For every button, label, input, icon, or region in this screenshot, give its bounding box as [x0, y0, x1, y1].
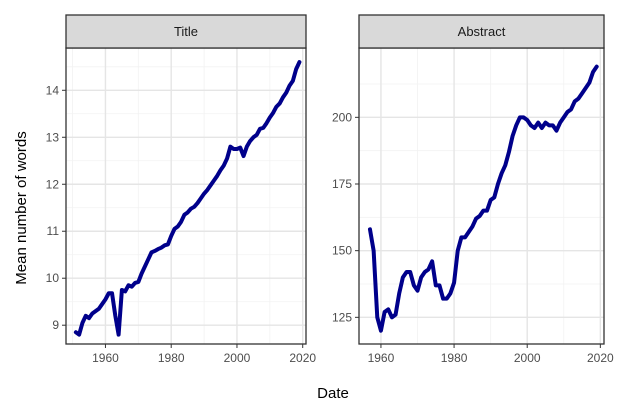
x-axis-title: Date: [317, 385, 349, 402]
y-tick-label: 125: [332, 310, 352, 324]
gridlines: [359, 48, 604, 344]
x-tick-label: 1960: [92, 351, 119, 365]
panel-title-text: Title: [174, 24, 198, 39]
y-tick-label: 9: [52, 318, 59, 332]
panel-background: [359, 48, 604, 344]
axis-ticks: 1960 1980 2000 2020 125 150 175 200: [332, 110, 614, 365]
y-axis-title: Mean number of words: [13, 131, 30, 284]
strip-background: [358, 14, 605, 49]
panel-title-text: Abstract: [458, 24, 506, 39]
x-tick-label: 1980: [158, 351, 185, 365]
y-tick-label: 11: [47, 224, 60, 238]
series-line: [73, 60, 302, 337]
y-tick-label: 175: [332, 177, 352, 191]
y-tick-label: 10: [46, 271, 60, 285]
axis-ticks: 1960 1980 2000 2020 9 10 11 12 13 14: [46, 83, 317, 365]
gridlines: [66, 48, 306, 344]
y-tick-label: 13: [46, 130, 60, 144]
x-tick-label: 1980: [441, 351, 468, 365]
panel-abstract: Abstract 1960 1980 2000 2020 125 150 175 200: [332, 14, 614, 365]
panel-title: Title 1960 1980 2000 2020 9 10 11 12 13 14: [46, 14, 317, 365]
y-tick-label: 12: [46, 177, 60, 191]
strip-background: [65, 14, 307, 49]
y-tick-label: 150: [332, 244, 352, 258]
x-tick-label: 1960: [368, 351, 395, 365]
x-tick-label: 2000: [224, 351, 251, 365]
x-tick-label: 2020: [587, 351, 614, 365]
x-tick-label: 2020: [289, 351, 316, 365]
y-tick-label: 200: [332, 110, 352, 124]
y-tick-label: 14: [46, 83, 60, 97]
x-tick-label: 2000: [514, 351, 541, 365]
series-line: [367, 64, 599, 333]
